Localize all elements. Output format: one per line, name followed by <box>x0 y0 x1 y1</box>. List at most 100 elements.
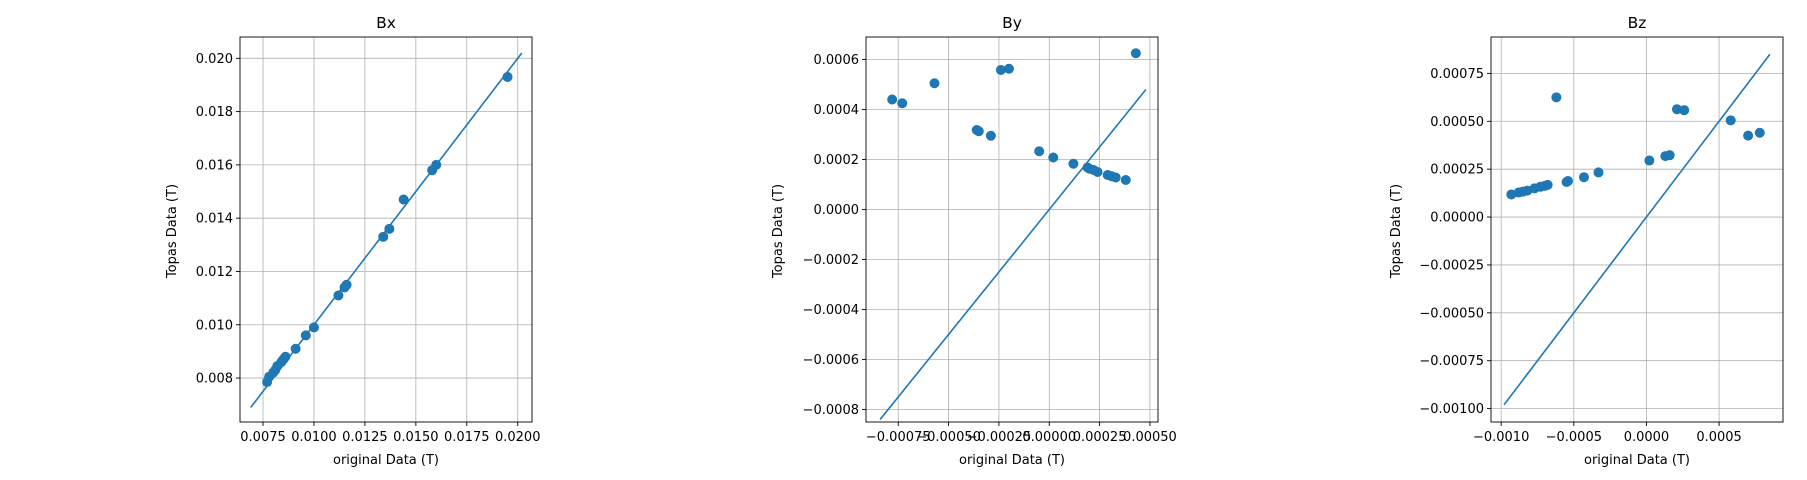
plot-frame <box>239 36 533 423</box>
y-axis-label: Topas Data (T) <box>165 184 180 279</box>
data-point <box>502 71 513 82</box>
data-point <box>1542 179 1553 190</box>
x-tick-label: −0.0005 <box>1546 430 1602 445</box>
reference-line <box>1503 53 1771 406</box>
data-point <box>290 343 301 354</box>
x-tick-label: 0.00000 <box>1022 430 1076 445</box>
y-axis-label: Topas Data (T) <box>771 184 786 279</box>
data-point <box>431 159 442 170</box>
x-tick-label: 0.0175 <box>444 430 490 445</box>
grid <box>866 37 1158 422</box>
reference-line <box>879 88 1147 421</box>
x-axis-label: original Data (T) <box>959 453 1065 468</box>
data-point <box>1593 167 1604 178</box>
x-tick-label: −0.00075 <box>866 430 931 445</box>
data-point <box>1664 150 1675 161</box>
data-point <box>929 78 940 89</box>
scatter-points <box>262 71 513 388</box>
y-tick-label: 0.010 <box>196 318 233 333</box>
y-tick-label: −0.00025 <box>1419 258 1484 273</box>
y-tick-label: 0.016 <box>196 158 233 173</box>
data-point <box>378 231 389 242</box>
data-point <box>1671 104 1682 115</box>
chart-title: Bx <box>376 14 396 32</box>
data-point <box>1679 105 1690 116</box>
data-point <box>341 279 352 290</box>
y-tick-label: 0.018 <box>196 105 233 120</box>
y-tick-label: −0.0006 <box>803 353 859 368</box>
chart-title: By <box>1002 14 1022 32</box>
x-tick-label: 0.0075 <box>240 430 286 445</box>
scatter-points <box>1506 92 1765 200</box>
chart-title: Bz <box>1628 14 1647 32</box>
y-axis-label: Topas Data (T) <box>1389 184 1404 279</box>
data-point <box>1725 115 1736 126</box>
y-tick-label: −0.0004 <box>803 303 859 318</box>
data-point <box>973 126 984 137</box>
x-tick-label: 0.0005 <box>1696 430 1742 445</box>
y-tick-label: 0.00000 <box>1430 211 1484 226</box>
x-axis-label: original Data (T) <box>333 453 439 468</box>
y-tick-label: 0.00025 <box>1430 163 1484 178</box>
data-point <box>1048 152 1059 163</box>
data-point <box>1551 92 1562 103</box>
chart-by: By original Data (T) Topas Data (T) −0.0… <box>771 14 1177 468</box>
data-point <box>1034 146 1045 157</box>
plot-frame <box>865 36 1159 423</box>
data-point <box>1120 175 1131 185</box>
data-point <box>1578 172 1589 183</box>
grid <box>1491 37 1783 422</box>
y-tick-label: 0.00075 <box>1430 67 1484 82</box>
x-tick-label: 0.0125 <box>342 430 388 445</box>
y-tick-label: −0.00050 <box>1419 306 1484 321</box>
y-tick-label: −0.0008 <box>803 403 859 418</box>
scatter-points <box>887 48 1141 185</box>
data-point <box>1003 63 1014 74</box>
data-point <box>1644 155 1655 166</box>
data-point <box>1562 176 1573 187</box>
data-point <box>995 65 1006 75</box>
plot-frame <box>1490 36 1784 423</box>
x-tick-label: 0.0100 <box>291 430 337 445</box>
data-point <box>1110 172 1121 183</box>
data-point <box>1068 158 1079 169</box>
data-point <box>897 98 908 109</box>
data-point <box>398 194 409 205</box>
y-tick-label: 0.00050 <box>1430 115 1484 130</box>
chart-bx: Bx original Data (T) Topas Data (T) 0.00… <box>165 14 540 468</box>
y-tick-label: 0.014 <box>196 212 233 227</box>
data-point <box>280 351 291 362</box>
y-tick-label: 0.0004 <box>814 103 860 118</box>
data-point <box>1130 48 1141 59</box>
y-tick-label: 0.0002 <box>814 153 860 168</box>
data-point <box>1754 127 1765 138</box>
grid <box>240 37 532 422</box>
x-tick-label: 0.0000 <box>1624 430 1670 445</box>
x-tick-label: 0.0150 <box>393 430 439 445</box>
y-tick-label: −0.0002 <box>803 253 859 268</box>
y-tick-label: 0.008 <box>196 372 233 387</box>
x-tick-label: 0.00025 <box>1073 430 1127 445</box>
y-tick-label: −0.00075 <box>1419 354 1484 369</box>
y-tick-label: 0.012 <box>196 265 233 280</box>
x-tick-label: 0.00050 <box>1123 430 1177 445</box>
y-tick-label: −0.00100 <box>1419 402 1484 417</box>
chart-bz: Bz original Data (T) Topas Data (T) −0.0… <box>1389 14 1784 468</box>
data-point <box>1092 167 1103 177</box>
data-point <box>1743 130 1754 141</box>
data-point <box>985 130 996 141</box>
x-tick-label: −0.0010 <box>1473 430 1529 445</box>
x-tick-label: 0.0200 <box>495 430 541 445</box>
y-tick-label: 0.0006 <box>814 53 860 68</box>
data-point <box>300 330 311 341</box>
data-point <box>384 223 395 234</box>
x-tick-label: −0.00050 <box>916 430 981 445</box>
y-tick-label: 0.0000 <box>814 203 860 218</box>
x-axis-label: original Data (T) <box>1584 453 1690 468</box>
y-tick-label: 0.020 <box>196 52 233 67</box>
x-tick-label: −0.00025 <box>967 430 1032 445</box>
data-point <box>308 322 319 333</box>
data-point <box>887 94 898 105</box>
